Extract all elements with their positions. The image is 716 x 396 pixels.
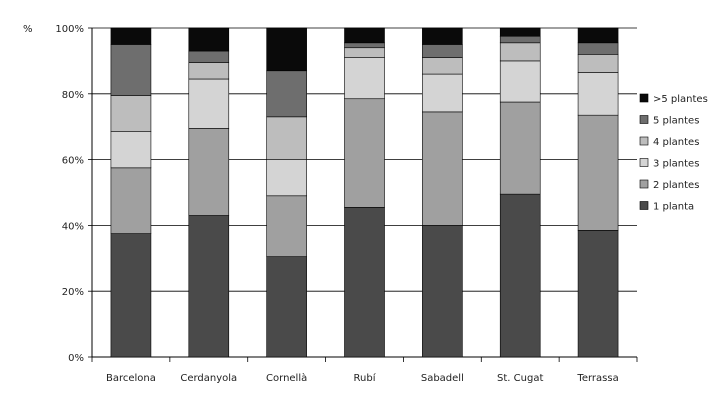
bar-segment (188, 78, 230, 129)
y-tick-label: 100% (55, 24, 84, 35)
bar-segment (266, 256, 307, 358)
bar-segment (499, 35, 541, 44)
category-label: Cornellà (266, 372, 307, 384)
bar-segment (344, 27, 385, 44)
category-label: St. Cugat (497, 373, 543, 384)
y-tick-label: 20% (62, 287, 84, 298)
bar-segment (499, 42, 541, 62)
legend-label: 1 planta (653, 202, 694, 213)
bar-segment (188, 215, 230, 358)
bar-segment (344, 57, 385, 100)
bar-segment (110, 167, 152, 234)
bar-segment (188, 128, 230, 216)
legend-label: 2 plantes (653, 180, 699, 191)
bar-segment (266, 70, 307, 118)
category-label: Terrassa (576, 373, 618, 384)
legend-swatch (639, 179, 649, 189)
bar-segment (499, 27, 541, 37)
bar-segment (499, 193, 541, 358)
y-axis-unit-label: % (23, 24, 33, 35)
category-label: Cerdanyola (180, 373, 237, 384)
legend-label: 4 plantes (653, 137, 699, 148)
bar-segment (422, 44, 463, 58)
bar-segment (422, 73, 463, 113)
bar-segment (188, 27, 230, 52)
legend-swatch (639, 201, 649, 210)
bar-segment (577, 54, 619, 73)
bar-segment (577, 42, 619, 55)
bar-segment (422, 57, 463, 75)
bar-segment (266, 159, 307, 197)
bar-segment (577, 27, 619, 44)
bar-segment (344, 207, 385, 358)
category-label: Sabadell (421, 373, 464, 384)
legend-swatch (639, 93, 649, 103)
bar-segment (422, 27, 463, 45)
bar-segment (110, 44, 152, 96)
bar-segment (188, 50, 230, 63)
legend-label: 3 plantes (653, 159, 699, 170)
bar-segment (110, 233, 152, 358)
bar-segment (422, 111, 463, 226)
y-tick-label: 80% (62, 90, 84, 101)
bar-segment (577, 72, 619, 116)
bar-segment (499, 60, 541, 103)
bar-segment (344, 98, 385, 208)
y-tick-label: 0% (68, 353, 84, 364)
bar-segment (344, 42, 385, 49)
legend-swatch (639, 115, 649, 124)
legend-label: 5 plantes (653, 116, 699, 127)
bar-segment (266, 116, 307, 160)
bar-segment (422, 225, 463, 358)
bar-segment (110, 27, 152, 45)
category-label: Barcelona (106, 373, 156, 384)
legend-swatch (639, 158, 649, 167)
bar-segment (266, 195, 307, 257)
bar-segment (266, 27, 307, 72)
legend-swatch (639, 136, 649, 146)
stacked-bar-chart: % 0% 20% 40% 60% 80% 100% Barcelona Cerdanyola Co… (23, 24, 708, 384)
category-label: Rubí (354, 372, 377, 384)
bar-segment (188, 62, 230, 80)
bar-segment (344, 47, 385, 58)
chart-frame: % 0% 20% 40% 60% 80% 100% Barcelona Cerdanyola Co… (7, 8, 709, 388)
legend-label: >5 plantes (653, 94, 708, 105)
bar-segment (577, 230, 619, 358)
bar-segment (110, 95, 152, 132)
bar-segment (499, 101, 541, 195)
bar-segment (110, 131, 152, 169)
y-tick-label: 60% (62, 156, 84, 167)
bar-segment (577, 114, 619, 231)
y-tick-label: 40% (62, 221, 84, 232)
